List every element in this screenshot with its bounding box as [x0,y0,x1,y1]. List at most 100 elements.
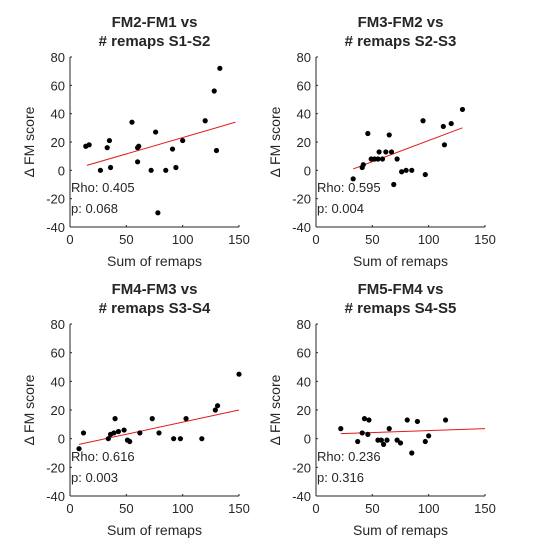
y-tick-label: -40 [46,489,65,504]
y-axis-label: Δ FM score [267,374,283,445]
data-point [381,441,387,447]
y-tick-label: 80 [297,50,311,65]
data-point [183,416,189,422]
data-point [409,167,415,173]
p-value-annotation: p: 0.068 [71,201,118,216]
scatter-panel-4: FM5-FM4 vs # remaps S4-S5 0 50 100 150 80 60 40 2… [267,281,496,538]
y-axis-label: Δ FM score [267,106,283,177]
chart-subtitle: # remaps S2-S3 [345,33,457,50]
x-tick-label: 0 [312,232,319,247]
data-point [213,147,220,154]
y-tick-label: 80 [297,317,311,332]
x-tick-label: 100 [418,232,440,247]
chart-title: FM3-FM2 vs [358,14,444,31]
y-tick-label: 40 [51,374,65,389]
data-point [199,436,205,442]
x-tick-label: 50 [119,232,133,247]
x-tick-label: 100 [172,501,194,516]
data-point [153,129,159,135]
data-point [355,438,361,445]
data-point [129,119,135,125]
y-tick-label: -20 [292,460,311,475]
data-point [391,181,397,188]
data-point [212,407,218,413]
x-tick-label: 50 [119,501,133,516]
regression-line [86,121,236,166]
data-point [136,143,142,149]
data-point [459,106,466,113]
x-axis-label: Sum of remaps [107,522,202,538]
y-tick-label: 40 [51,107,65,122]
x-tick-label: 150 [228,232,250,247]
data-point [384,437,390,443]
y-tick-label: 20 [297,403,311,418]
x-tick-label: 150 [474,232,496,247]
rho-annotation: Rho: 0.616 [71,449,135,464]
data-point [173,164,179,171]
data-point [104,145,110,151]
data-point [383,149,389,155]
data-point [379,156,386,162]
x-tick-label: 150 [474,501,496,516]
data-point [394,437,400,443]
data-point [202,118,208,124]
data-point [365,431,371,437]
y-tick-label: 80 [51,317,65,332]
data-point [214,403,221,409]
x-tick-label: 0 [312,501,319,516]
data-point [388,149,395,155]
data-point [80,430,87,436]
data-point [107,164,114,171]
x-tick-label: 50 [365,232,379,247]
y-tick-label: -40 [292,220,311,235]
y-tick-label: 20 [297,135,311,150]
data-point [121,427,127,433]
data-point [375,156,381,162]
regression-line [78,409,240,445]
data-point [127,438,133,445]
data-point [236,371,242,377]
y-tick-label: -20 [46,192,65,207]
data-point [394,156,400,162]
data-point [359,430,365,436]
data-point [378,437,384,443]
y-tick-label: 80 [51,50,65,65]
data-point [97,167,104,173]
rho-annotation: Rho: 0.236 [317,449,381,464]
rho-annotation: Rho: 0.405 [71,180,135,195]
data-point [137,430,143,436]
y-tick-label: 60 [51,346,65,361]
chart-subtitle: # remaps S1-S2 [99,33,211,50]
x-tick-label: 0 [66,501,73,516]
data-point [115,428,122,435]
y-axis-label: Δ FM score [21,374,37,445]
data-point [376,149,382,155]
data-point [440,123,446,130]
data-point [350,176,356,182]
x-tick-label: 100 [418,501,440,516]
data-point [420,118,426,124]
y-tick-label: -20 [46,460,65,475]
y-tick-label: 0 [58,432,65,447]
y-tick-label: 40 [297,374,311,389]
data-point [169,146,176,152]
data-point [366,417,372,423]
data-point [361,416,368,422]
data-point [105,436,111,442]
data-point [404,417,410,423]
data-point [441,142,448,148]
data-point [135,159,141,165]
data-point [403,167,409,173]
x-axis-label: Sum of remaps [353,522,448,538]
data-point [155,210,161,216]
x-tick-label: 100 [172,232,194,247]
data-point [414,418,420,425]
y-tick-label: -40 [292,489,311,504]
data-point [399,169,405,175]
data-point [217,65,223,71]
data-point [86,142,92,148]
data-point [448,120,454,127]
y-tick-label: 60 [297,78,311,93]
y-axis-label: Δ FM score [21,106,37,177]
